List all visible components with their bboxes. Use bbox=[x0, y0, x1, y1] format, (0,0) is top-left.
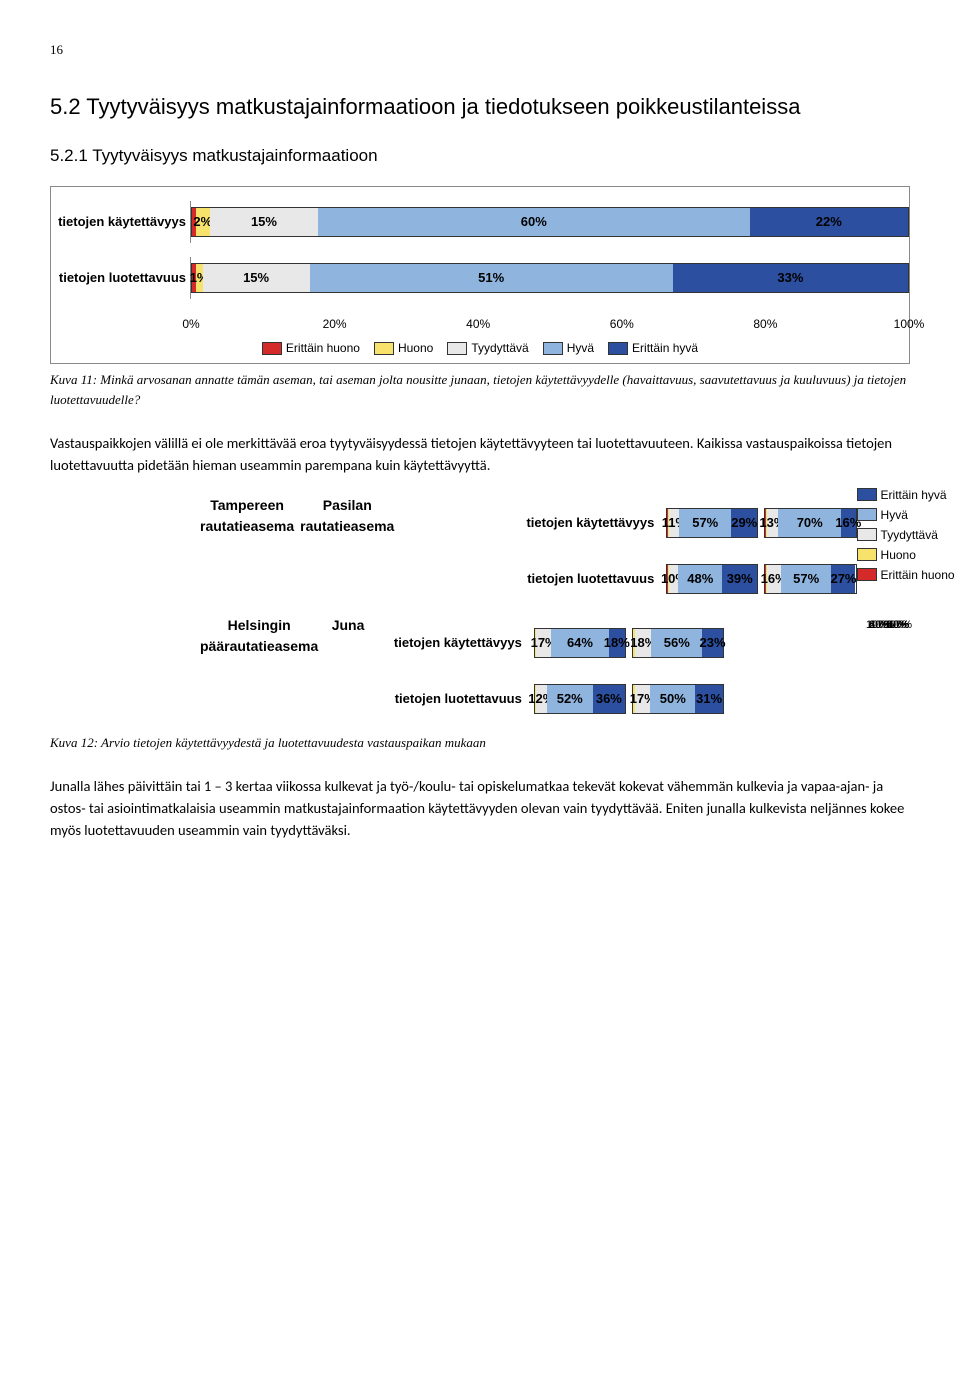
legend-item: Huono bbox=[857, 546, 960, 564]
category-label: tietojen käytettävyys bbox=[51, 201, 191, 243]
bar-segment: 70% bbox=[778, 509, 841, 537]
bar-segment: 64% bbox=[551, 629, 608, 657]
legend-item: Erittäin hyvä bbox=[608, 339, 698, 357]
bar-segment: 60% bbox=[318, 208, 750, 236]
bar-segment: 52% bbox=[547, 685, 593, 713]
bar-segment: 51% bbox=[310, 264, 673, 292]
bar-segment: 29% bbox=[731, 509, 757, 537]
panel-title: Helsingin päärautatieasema bbox=[200, 615, 318, 637]
bar-segment: 11% bbox=[669, 509, 679, 537]
category-label: tietojen luotettavuus bbox=[51, 257, 191, 299]
bar-segment: 27% bbox=[831, 565, 855, 593]
bar-segment: 15% bbox=[203, 264, 310, 292]
bar-segment: 57% bbox=[679, 509, 731, 537]
page-number: 16 bbox=[50, 40, 910, 60]
paragraph-2: Junalla lähes päivittäin tai 1 – 3 kerta… bbox=[50, 776, 910, 841]
legend-item: Hyvä bbox=[857, 506, 960, 524]
chart-row: tietojen luotettavuus1%15%51%33% bbox=[51, 257, 909, 299]
bar-segment: 48% bbox=[678, 565, 722, 593]
legend-item: Hyvä bbox=[543, 339, 594, 357]
bar-segment: 16% bbox=[841, 509, 855, 537]
panel-title: Pasilan rautatieasema bbox=[300, 495, 394, 517]
legend-item: Erittäin huono bbox=[857, 566, 960, 584]
chart-kuva-12: Tampereen rautatieasema Pasilan rautatiea… bbox=[50, 495, 910, 727]
bar-segment: 31% bbox=[695, 685, 723, 713]
legend-item: Erittäin hyvä bbox=[857, 486, 960, 504]
bar-segment: 39% bbox=[722, 565, 757, 593]
category-label: tietojen luotettavuus bbox=[378, 689, 528, 709]
bar-segment: 33% bbox=[673, 264, 908, 292]
panel-title: Tampereen rautatieasema bbox=[200, 495, 294, 517]
chart-row: tietojen luotettavuus 12%52%36% 17%50%31% bbox=[378, 671, 724, 727]
bar-segment: 18% bbox=[635, 629, 651, 657]
chart-row: tietojen käytettävyys2%15%60%22% bbox=[51, 201, 909, 243]
category-label: tietojen käytettävyys bbox=[510, 513, 660, 533]
legend-item: Erittäin huono bbox=[262, 339, 360, 357]
category-label: tietojen luotettavuus bbox=[510, 569, 660, 589]
bar-segment: 23% bbox=[702, 629, 723, 657]
chart-row: tietojen käytettävyys17%64%18%18%56%23% bbox=[378, 615, 724, 671]
bar-segment: 17% bbox=[536, 629, 551, 657]
heading-5-2: 5.2 Tyytyväisyys matkustajainformaatioon… bbox=[50, 90, 910, 123]
axis-tick: 80% bbox=[753, 315, 777, 333]
category-label: tietojen käytettävyys bbox=[378, 633, 528, 653]
bar-segment: 18% bbox=[609, 629, 625, 657]
axis-tick: 100% bbox=[894, 315, 925, 333]
bar-segment: 13% bbox=[767, 509, 779, 537]
bar-segment: 36% bbox=[593, 685, 625, 713]
caption-kuva-12: Kuva 12: Arvio tietojen käytettävyydestä… bbox=[50, 733, 910, 753]
legend-item: Huono bbox=[374, 339, 433, 357]
axis-tick: 20% bbox=[323, 315, 347, 333]
bar-segment: 2% bbox=[196, 208, 210, 236]
chart-row: tietojen käytettävyys11%57%29%13%70%16%E… bbox=[510, 495, 960, 551]
heading-5-2-1: 5.2.1 Tyytyväisyys matkustajainformaatio… bbox=[50, 143, 910, 169]
bar-segment: 10% bbox=[669, 565, 678, 593]
legend: Erittäin hyvä Hyvä Tyydyttävä Huono Erittäin… bbox=[857, 460, 960, 586]
legend-item: Tyydyttävä bbox=[447, 339, 528, 357]
bar-segment: 22% bbox=[750, 208, 908, 236]
bar-segment: 57% bbox=[781, 565, 832, 593]
bar-segment: 16% bbox=[767, 565, 781, 593]
bar-segment: 17% bbox=[635, 685, 650, 713]
bar-segment: 12% bbox=[536, 685, 547, 713]
axis-tick: 0% bbox=[182, 315, 199, 333]
legend-item: Tyydyttävä bbox=[857, 526, 960, 544]
bar-segment: 56% bbox=[651, 629, 702, 657]
bar-segment: 15% bbox=[210, 208, 318, 236]
legend: Erittäin huono Huono Tyydyttävä Hyvä Erittäi… bbox=[51, 335, 909, 363]
paragraph-1: Vastauspaikkojen välillä ei ole merkittä… bbox=[50, 433, 910, 477]
panel-title: Juna bbox=[324, 615, 372, 637]
bar-segment: 50% bbox=[650, 685, 695, 713]
axis-tick: 60% bbox=[610, 315, 634, 333]
chart-kuva-11: tietojen käytettävyys2%15%60%22%tietojen… bbox=[50, 186, 910, 364]
axis-tick: 100% bbox=[884, 617, 912, 634]
caption-kuva-11: Kuva 11: Minkä arvosanan annatte tämän a… bbox=[50, 370, 910, 409]
bar-segment: 1% bbox=[196, 264, 203, 292]
axis-tick: 40% bbox=[466, 315, 490, 333]
